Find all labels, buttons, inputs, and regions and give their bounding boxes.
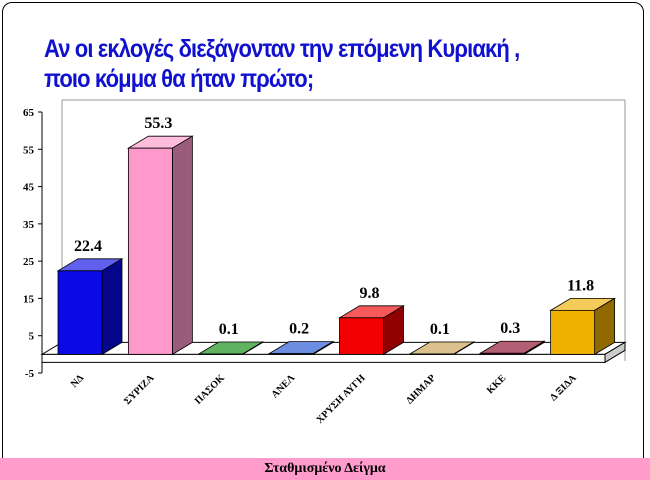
x-tick-label: ΔΗΜΑΡ [404, 373, 438, 407]
y-tick-label: 25 [23, 256, 35, 268]
value-label: 0.3 [500, 320, 520, 337]
y-tick-label: 45 [23, 182, 35, 194]
x-tick-label: ΑΝΕΛ [269, 372, 297, 400]
floor-edge [604, 341, 626, 364]
chart-title: Αν οι εκλογές διεξάγονταν την επόμενη Κυ… [44, 35, 520, 93]
value-label: 0.2 [289, 321, 309, 338]
bar-front [550, 309, 596, 355]
bar [267, 340, 335, 356]
x-tick-label: ΠΑΣΟΚ [193, 373, 227, 407]
y-tick-label: 35 [23, 219, 35, 231]
x-tick-label: Δ ΞΙΔΑ [548, 372, 579, 403]
bar-front [339, 317, 384, 355]
bar-side [101, 258, 123, 356]
bar-front [479, 352, 525, 355]
footer: Σταθμισμένο Δείγμα [0, 458, 650, 480]
value-label: 22.4 [74, 238, 102, 255]
bar-front [127, 147, 173, 355]
x-tick-label: ΚΚΕ [485, 372, 509, 396]
value-label: 11.8 [567, 277, 594, 294]
x-tick-label: ΧΡΥΣΗ ΑΥΓΗ [314, 373, 367, 426]
chart: -5 5 15 25 35 45 55 65 22.4 ΝΔ 55.3 ΣΥΡΙΖΑ 0.1 ΠΑΣΟΚ 0… [23, 99, 627, 426]
bar-front [268, 353, 314, 355]
bar [197, 341, 265, 356]
x-tick-label: ΝΔ [69, 372, 87, 390]
bar [338, 305, 405, 356]
bar [549, 297, 617, 356]
value-label: 0.1 [430, 321, 450, 338]
x-tick-label: ΣΥΡΙΖΑ [122, 372, 157, 407]
value-label: 55.3 [144, 115, 172, 132]
y-tick-label: 65 [23, 107, 35, 119]
value-label: 0.1 [219, 321, 239, 338]
y-tick-label: -5 [25, 368, 35, 380]
bar [56, 258, 124, 356]
y-tick-label: 55 [23, 144, 35, 156]
value-label: 9.8 [360, 285, 380, 302]
bar-front [57, 270, 103, 355]
bar [478, 340, 546, 356]
floor-edge [41, 353, 606, 363]
y-tick-label: 5 [29, 331, 35, 343]
bar [408, 341, 476, 356]
bar [126, 135, 194, 356]
y-tick-label: 15 [23, 293, 35, 305]
bar-side [171, 135, 193, 356]
